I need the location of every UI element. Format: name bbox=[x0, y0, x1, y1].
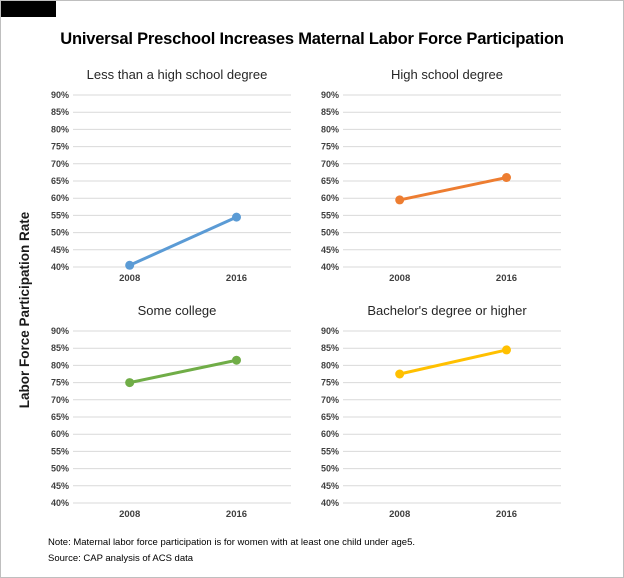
y-tick-label: 60% bbox=[51, 429, 69, 439]
plot-area: 40% 45% 50% 55% 60% 65% 70% 75% 80% 85% 90% 2008 201… bbox=[321, 90, 561, 284]
y-tick-label: 85% bbox=[51, 107, 69, 117]
data-point bbox=[232, 212, 241, 222]
y-tick-label: 65% bbox=[51, 176, 69, 186]
y-tick-label: 45% bbox=[51, 481, 69, 491]
y-tick-label: 40% bbox=[321, 498, 339, 508]
chart-title: Universal Preschool Increases Maternal L… bbox=[60, 30, 564, 48]
y-tick-label: 65% bbox=[321, 412, 339, 422]
y-tick-label: 80% bbox=[321, 360, 339, 370]
y-tick-label: 65% bbox=[321, 176, 339, 186]
corner-artifact bbox=[1, 1, 56, 17]
y-tick-label: 90% bbox=[321, 90, 339, 100]
source-text: Source: CAP analysis of ACS data bbox=[48, 553, 194, 564]
y-tick-label: 75% bbox=[51, 378, 69, 388]
data-point bbox=[125, 260, 135, 270]
y-tick-label: 60% bbox=[51, 193, 69, 203]
data-point bbox=[395, 369, 405, 379]
y-tick-label: 40% bbox=[51, 498, 69, 508]
y-tick-label: 90% bbox=[321, 326, 339, 336]
y-tick-label: 85% bbox=[321, 343, 339, 353]
y-tick-label: 70% bbox=[321, 159, 339, 169]
data-point bbox=[125, 378, 135, 388]
subplot-bachelors-degree-or-higher: Bachelor's degree or higher 40% 45% 50% 55%… bbox=[321, 303, 561, 520]
y-tick-label: 50% bbox=[51, 464, 69, 474]
data-point bbox=[502, 345, 511, 355]
y-tick-label: 50% bbox=[321, 228, 339, 238]
x-tick-label: 2008 bbox=[119, 509, 140, 520]
data-point bbox=[502, 173, 511, 183]
x-tick-label: 2016 bbox=[496, 509, 517, 520]
y-tick-label: 70% bbox=[51, 159, 69, 169]
y-tick-label: 40% bbox=[51, 262, 69, 272]
y-tick-label: 55% bbox=[321, 210, 339, 220]
x-tick-label: 2016 bbox=[496, 273, 517, 284]
y-tick-label: 50% bbox=[51, 228, 69, 238]
x-tick-label: 2008 bbox=[389, 509, 410, 520]
y-tick-label: 80% bbox=[51, 124, 69, 134]
plot-area: 40% 45% 50% 55% 60% 65% 70% 75% 80% 85% 90% 2008 201… bbox=[51, 326, 291, 520]
x-tick-label: 2008 bbox=[389, 273, 410, 284]
y-tick-label: 65% bbox=[51, 412, 69, 422]
subplot-title: Some college bbox=[138, 303, 217, 318]
y-tick-label: 75% bbox=[51, 142, 69, 152]
trend-line bbox=[128, 215, 238, 267]
x-tick-label: 2008 bbox=[119, 273, 140, 284]
y-tick-label: 45% bbox=[51, 245, 69, 255]
y-tick-label: 75% bbox=[321, 142, 339, 152]
subplot-high-school-degree: High school degree 40% 45% 50% 55% 60% 65% 70%… bbox=[321, 67, 561, 284]
subplot-title: High school degree bbox=[391, 67, 503, 82]
y-tick-label: 80% bbox=[321, 124, 339, 134]
y-tick-label: 55% bbox=[321, 446, 339, 456]
plot-area: 40% 45% 50% 55% 60% 65% 70% 75% 80% 85% 90% 2008 201… bbox=[321, 326, 561, 520]
trend-line bbox=[398, 348, 508, 376]
x-tick-label: 2016 bbox=[226, 509, 247, 520]
data-point bbox=[232, 355, 241, 365]
y-axis-title: Labor Force Participation Rate bbox=[17, 211, 32, 409]
y-tick-label: 80% bbox=[51, 360, 69, 370]
plot-area: 40% 45% 50% 55% 60% 65% 70% 75% 80% 85% 90% 2008 201… bbox=[51, 90, 291, 284]
subplot-less-than-high-school-degree: Less than a high school degree 40% 45% 50%… bbox=[51, 67, 291, 284]
y-tick-label: 50% bbox=[321, 464, 339, 474]
y-tick-label: 90% bbox=[51, 326, 69, 336]
subplot-some-college: Some college 40% 45% 50% 55% 60% 65% 70% 75% 80%… bbox=[51, 303, 291, 520]
note-text: Note: Maternal labor force participation… bbox=[48, 537, 416, 548]
y-tick-label: 55% bbox=[51, 446, 69, 456]
y-tick-label: 90% bbox=[51, 90, 69, 100]
y-tick-label: 70% bbox=[51, 395, 69, 405]
y-tick-label: 40% bbox=[321, 262, 339, 272]
y-tick-label: 60% bbox=[321, 429, 339, 439]
y-tick-label: 60% bbox=[321, 193, 339, 203]
trend-line bbox=[398, 176, 508, 202]
subplot-title: Bachelor's degree or higher bbox=[367, 303, 527, 318]
y-tick-label: 85% bbox=[51, 343, 69, 353]
y-tick-label: 75% bbox=[321, 378, 339, 388]
data-point bbox=[395, 195, 405, 205]
y-tick-label: 45% bbox=[321, 481, 339, 491]
y-tick-label: 85% bbox=[321, 107, 339, 117]
y-tick-label: 55% bbox=[51, 210, 69, 220]
x-tick-label: 2016 bbox=[226, 273, 247, 284]
y-tick-label: 45% bbox=[321, 245, 339, 255]
subplot-title: Less than a high school degree bbox=[87, 67, 268, 82]
trend-line bbox=[128, 358, 238, 385]
y-tick-label: 70% bbox=[321, 395, 339, 405]
